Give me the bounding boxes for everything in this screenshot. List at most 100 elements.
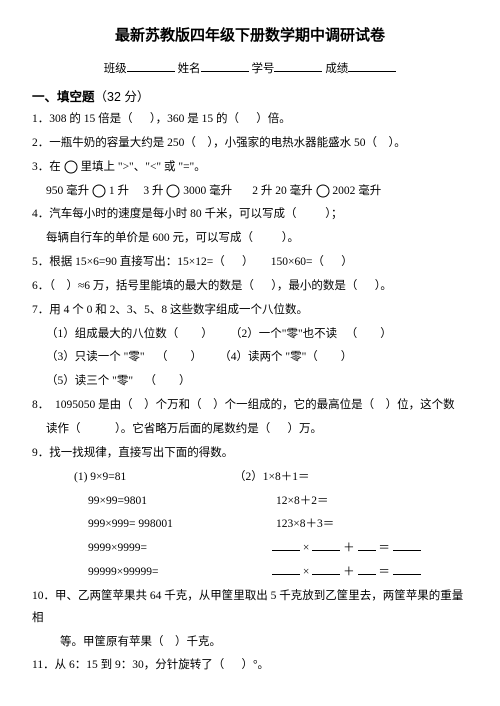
q8-num: 8． xyxy=(32,399,49,411)
blank[interactable] xyxy=(312,562,340,575)
q8: 8． 1095050 是由（ ）个万和（ ）个一组成的，它的最高位是（ ）位，这… xyxy=(32,395,468,417)
circle-icon[interactable] xyxy=(316,184,330,198)
name-blank[interactable] xyxy=(201,59,249,72)
q3-t1: 在 xyxy=(49,161,61,173)
q7-l2a: （3）只读一个 "零" xyxy=(46,351,145,363)
q5-t1: 根据 15×6=90 直接写出：15×12=（ xyxy=(49,256,224,268)
circle-icon[interactable] xyxy=(92,184,106,198)
q7-l1d: （ xyxy=(346,328,358,340)
q7-l1a: （1）组成最大的八位数（ xyxy=(46,328,178,340)
circle-icon xyxy=(64,160,78,174)
q9-num: 9． xyxy=(32,447,49,459)
q7-l2b: （ xyxy=(156,351,168,363)
q3: 3．在 里填上 ">"、"<" 或 "="。 xyxy=(32,157,468,179)
q3-t2: 里填上 ">"、"<" 或 "="。 xyxy=(81,161,206,173)
q9-row3: 9999×9999= × ＋ ＝ xyxy=(32,538,468,560)
blank[interactable] xyxy=(393,562,421,575)
q6-num: 6． xyxy=(32,280,49,292)
blank[interactable] xyxy=(393,538,421,551)
q7-l1c: （2）一个"零"也不读 xyxy=(230,328,337,340)
q6-t4: ）。 xyxy=(375,280,392,292)
q4: 4．汽车每小时的速度是每小时 80 千米，可以写成（ ）； xyxy=(32,204,468,226)
section-1-points: （32 分） xyxy=(95,90,150,104)
q1-t2: ），360 是 15 的（ xyxy=(150,113,239,125)
q8-t4: ）位，这个数 xyxy=(386,399,455,411)
q9-b2: 123×8＋3＝ xyxy=(248,514,468,536)
q6: 6．（ ）≈6 万，括号里能填的最大的数是（ ），最小的数是（ ）。 xyxy=(32,276,468,298)
q9-a1: 99×99=9801 xyxy=(32,491,248,513)
q6-t1: （ xyxy=(49,280,55,292)
name-label: 姓名 xyxy=(178,63,201,75)
q3-b1: 3 升 xyxy=(143,185,163,197)
q5: 5．根据 15×6=90 直接写出：15×12=（ ） 150×60=（ ） xyxy=(32,252,468,274)
q2-num: 2． xyxy=(32,137,49,149)
q5-t3: 150×60=（ xyxy=(271,256,324,268)
id-blank[interactable] xyxy=(274,59,322,72)
q7-l3a: （5）读三个 "零" xyxy=(46,375,133,387)
q7-l2c: ） xyxy=(191,351,203,363)
q3-a2: 1 升 xyxy=(109,185,129,197)
q9-row1: 99×99=9801 12×8＋2＝ xyxy=(32,491,468,513)
blank[interactable] xyxy=(358,538,376,551)
q3-a1: 950 毫升 xyxy=(46,185,89,197)
q1-t3: ）倍。 xyxy=(256,113,291,125)
q9-row0: (1) 9×9=81 （2）1×8＋1＝ xyxy=(32,467,468,489)
q10-num: 10． xyxy=(32,590,55,602)
q7-l2e: ） xyxy=(341,351,353,363)
score-blank[interactable] xyxy=(348,59,396,72)
q9-a2: 12×8＋2＝ xyxy=(248,491,468,513)
circle-icon[interactable] xyxy=(166,184,180,198)
q10-t1: 甲、乙两筐苹果共 64 千克，从甲筐里取出 5 千克放到乙筐里去，两筐苹果的重量… xyxy=(32,590,463,624)
q9-b1: 999×999= 998001 xyxy=(32,514,248,536)
q3-num: 3． xyxy=(32,161,49,173)
q4-t3: 每辆自行车的单价是 600 元，可以写成（ xyxy=(46,232,253,244)
q3-c1: 2 升 20 毫升 xyxy=(252,185,312,197)
q7-l1e: ） xyxy=(380,328,392,340)
q8b: 读作（ ）。它省略万后面的尾数约是（ ）万。 xyxy=(32,419,468,441)
q5-num: 5． xyxy=(32,256,49,268)
q1: 1．308 的 15 倍是（ ），360 是 15 的（ ）倍。 xyxy=(32,109,468,131)
q6-t2: ）≈6 万，括号里能填的最大的数是（ xyxy=(67,280,254,292)
q4-t1: 汽车每小时的速度是每小时 80 千米，可以写成（ xyxy=(49,208,296,220)
q2-t3: ）。 xyxy=(389,137,406,149)
q2: 2．一瓶牛奶的容量大约是 250（ ），小强家的电热水器能盛水 50（ ）。 xyxy=(32,133,468,155)
q2-t1: 一瓶牛奶的容量大约是 250（ xyxy=(49,137,196,149)
q7-l2d: （4）读两个 "零"（ xyxy=(219,351,318,363)
q10: 10．甲、乙两筐苹果共 64 千克，从甲筐里取出 5 千克放到乙筐里去，两筐苹果… xyxy=(32,586,468,630)
q9-h1: (1) 9×9=81 xyxy=(32,467,234,489)
class-blank[interactable] xyxy=(127,59,175,72)
q8-t1: 1095050 是由（ xyxy=(55,399,133,411)
blank[interactable] xyxy=(272,538,300,551)
q7-l2: （3）只读一个 "零" （ ） （4）读两个 "零"（ ） xyxy=(32,347,468,369)
q11: 11．从 6：15 到 9：30，分针旋转了（ ）°。 xyxy=(32,655,468,677)
q1-t1: 308 的 15 倍是（ xyxy=(49,113,132,125)
q7-l1b: ） xyxy=(201,328,213,340)
q3-b2: 3000 毫升 xyxy=(183,185,232,197)
q4-t2: ）； xyxy=(325,208,342,220)
q5-t2: ） xyxy=(242,256,254,268)
q7-l1: （1）组成最大的八位数（ ） （2）一个"零"也不读 （ ） xyxy=(32,324,468,346)
exam-title: 最新苏教版四年级下册数学期中调研试卷 xyxy=(32,24,468,45)
q4-t4: ）。 xyxy=(282,232,299,244)
q11-num: 11． xyxy=(32,659,55,671)
q8-t3: ）个一组成的，它的最高位是（ xyxy=(213,399,374,411)
q9-d1: 99999×99999= xyxy=(32,562,248,584)
q10-t3: ）千克。 xyxy=(175,636,221,648)
class-label: 班级 xyxy=(104,63,127,75)
exam-page: 最新苏教版四年级下册数学期中调研试卷 班级 姓名 学号 成绩 一、填空题（32 … xyxy=(0,0,500,699)
q9-h2: （2）1×8＋1＝ xyxy=(234,467,468,489)
q9: 9．找一找规律，直接写出下面的得数。 xyxy=(32,443,468,465)
blank[interactable] xyxy=(312,538,340,551)
q1-num: 1． xyxy=(32,113,49,125)
q8-t5: 读作（ xyxy=(46,423,81,435)
q3-c2: 2002 毫升 xyxy=(332,185,381,197)
q7-l3: （5）读三个 "零" （ ） xyxy=(32,371,468,393)
blank[interactable] xyxy=(272,562,300,575)
q9-c1: 9999×9999= xyxy=(32,538,248,560)
q5-t4: ） xyxy=(341,256,353,268)
q10-t2: 等。甲筐原有苹果（ xyxy=(60,636,164,648)
id-label: 学号 xyxy=(251,63,274,75)
blank[interactable] xyxy=(358,562,376,575)
q11-t2: ）°。 xyxy=(241,659,269,671)
q7: 7．用 4 个 0 和 2、3、5、8 这些数字组成一个八位数。 xyxy=(32,300,468,322)
